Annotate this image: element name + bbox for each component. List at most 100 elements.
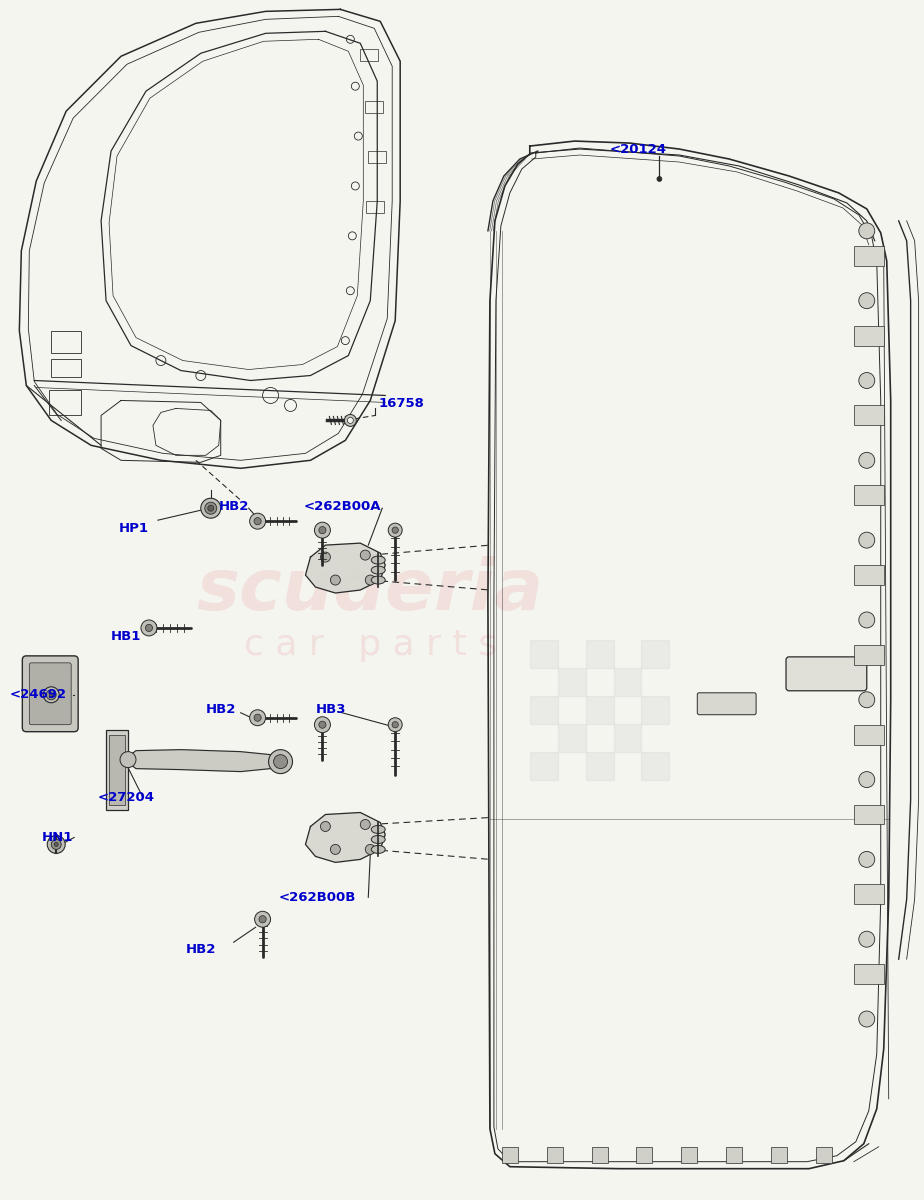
Bar bbox=[51, 359, 81, 377]
Bar bbox=[360, 49, 378, 61]
Bar bbox=[529, 696, 558, 724]
Text: HB2: HB2 bbox=[186, 943, 216, 955]
Circle shape bbox=[314, 716, 331, 733]
Ellipse shape bbox=[371, 556, 385, 564]
Bar bbox=[854, 485, 883, 505]
Circle shape bbox=[388, 718, 402, 732]
Bar bbox=[586, 696, 614, 724]
Circle shape bbox=[347, 418, 353, 424]
Circle shape bbox=[365, 845, 375, 854]
Bar bbox=[771, 1147, 787, 1163]
Text: <20124: <20124 bbox=[610, 143, 666, 156]
Circle shape bbox=[392, 721, 398, 728]
Text: <27204: <27204 bbox=[98, 791, 155, 804]
Circle shape bbox=[321, 822, 331, 832]
Bar bbox=[641, 751, 669, 780]
Circle shape bbox=[205, 503, 217, 514]
Text: scuderia: scuderia bbox=[197, 556, 544, 624]
Circle shape bbox=[254, 517, 261, 524]
Circle shape bbox=[858, 852, 875, 868]
Text: HB3: HB3 bbox=[315, 703, 346, 716]
Circle shape bbox=[319, 527, 326, 534]
Bar bbox=[547, 1147, 563, 1163]
Circle shape bbox=[388, 523, 402, 538]
Polygon shape bbox=[306, 544, 385, 593]
Bar bbox=[614, 724, 641, 751]
Bar bbox=[106, 730, 128, 810]
Text: HB2: HB2 bbox=[206, 703, 237, 716]
Circle shape bbox=[858, 293, 875, 308]
Bar bbox=[637, 1147, 652, 1163]
Circle shape bbox=[314, 522, 331, 538]
Circle shape bbox=[392, 527, 398, 533]
Bar bbox=[529, 751, 558, 780]
Polygon shape bbox=[306, 812, 385, 863]
Circle shape bbox=[120, 751, 136, 768]
Bar bbox=[641, 696, 669, 724]
Circle shape bbox=[254, 714, 261, 721]
Circle shape bbox=[51, 840, 61, 850]
Circle shape bbox=[249, 709, 265, 726]
Bar bbox=[586, 640, 614, 668]
Bar bbox=[681, 1147, 698, 1163]
Bar bbox=[51, 331, 81, 353]
Polygon shape bbox=[128, 750, 281, 772]
Ellipse shape bbox=[371, 835, 385, 844]
Circle shape bbox=[331, 845, 340, 854]
Circle shape bbox=[249, 514, 265, 529]
Text: HB1: HB1 bbox=[111, 630, 141, 643]
Circle shape bbox=[360, 820, 371, 829]
Circle shape bbox=[269, 750, 293, 774]
Circle shape bbox=[858, 452, 875, 468]
Circle shape bbox=[49, 692, 54, 697]
Circle shape bbox=[365, 575, 375, 586]
Circle shape bbox=[47, 835, 66, 853]
FancyBboxPatch shape bbox=[698, 692, 756, 715]
Circle shape bbox=[858, 223, 875, 239]
Bar bbox=[365, 101, 383, 113]
Circle shape bbox=[858, 691, 875, 708]
Bar bbox=[854, 565, 883, 586]
Circle shape bbox=[255, 911, 271, 928]
Bar bbox=[854, 964, 883, 984]
Bar bbox=[816, 1147, 832, 1163]
Bar bbox=[726, 1147, 742, 1163]
Text: 16758: 16758 bbox=[378, 397, 424, 410]
Bar bbox=[854, 725, 883, 745]
Bar bbox=[641, 640, 669, 668]
Bar bbox=[854, 325, 883, 346]
Bar bbox=[591, 1147, 608, 1163]
Circle shape bbox=[43, 686, 59, 703]
Bar bbox=[586, 751, 614, 780]
Bar bbox=[614, 668, 641, 696]
Circle shape bbox=[858, 372, 875, 389]
Ellipse shape bbox=[371, 846, 385, 853]
Bar bbox=[854, 246, 883, 265]
Text: c a r   p a r t s: c a r p a r t s bbox=[244, 628, 497, 662]
Ellipse shape bbox=[371, 576, 385, 584]
Circle shape bbox=[657, 176, 662, 181]
Circle shape bbox=[858, 612, 875, 628]
Circle shape bbox=[319, 721, 326, 728]
Text: <24692: <24692 bbox=[9, 689, 67, 701]
Circle shape bbox=[55, 842, 58, 846]
Text: HP1: HP1 bbox=[119, 522, 149, 535]
Bar bbox=[854, 804, 883, 824]
Circle shape bbox=[858, 1012, 875, 1027]
Circle shape bbox=[345, 414, 357, 426]
Circle shape bbox=[274, 755, 287, 769]
Circle shape bbox=[858, 931, 875, 947]
Bar bbox=[558, 668, 586, 696]
Circle shape bbox=[321, 552, 331, 562]
Bar bbox=[369, 151, 386, 163]
FancyBboxPatch shape bbox=[30, 662, 71, 725]
Circle shape bbox=[141, 620, 157, 636]
Circle shape bbox=[46, 690, 56, 700]
Circle shape bbox=[331, 575, 340, 586]
Text: HN1: HN1 bbox=[42, 830, 73, 844]
Bar bbox=[529, 640, 558, 668]
Bar bbox=[366, 200, 384, 212]
Ellipse shape bbox=[371, 566, 385, 574]
Bar bbox=[854, 644, 883, 665]
Bar bbox=[854, 884, 883, 905]
